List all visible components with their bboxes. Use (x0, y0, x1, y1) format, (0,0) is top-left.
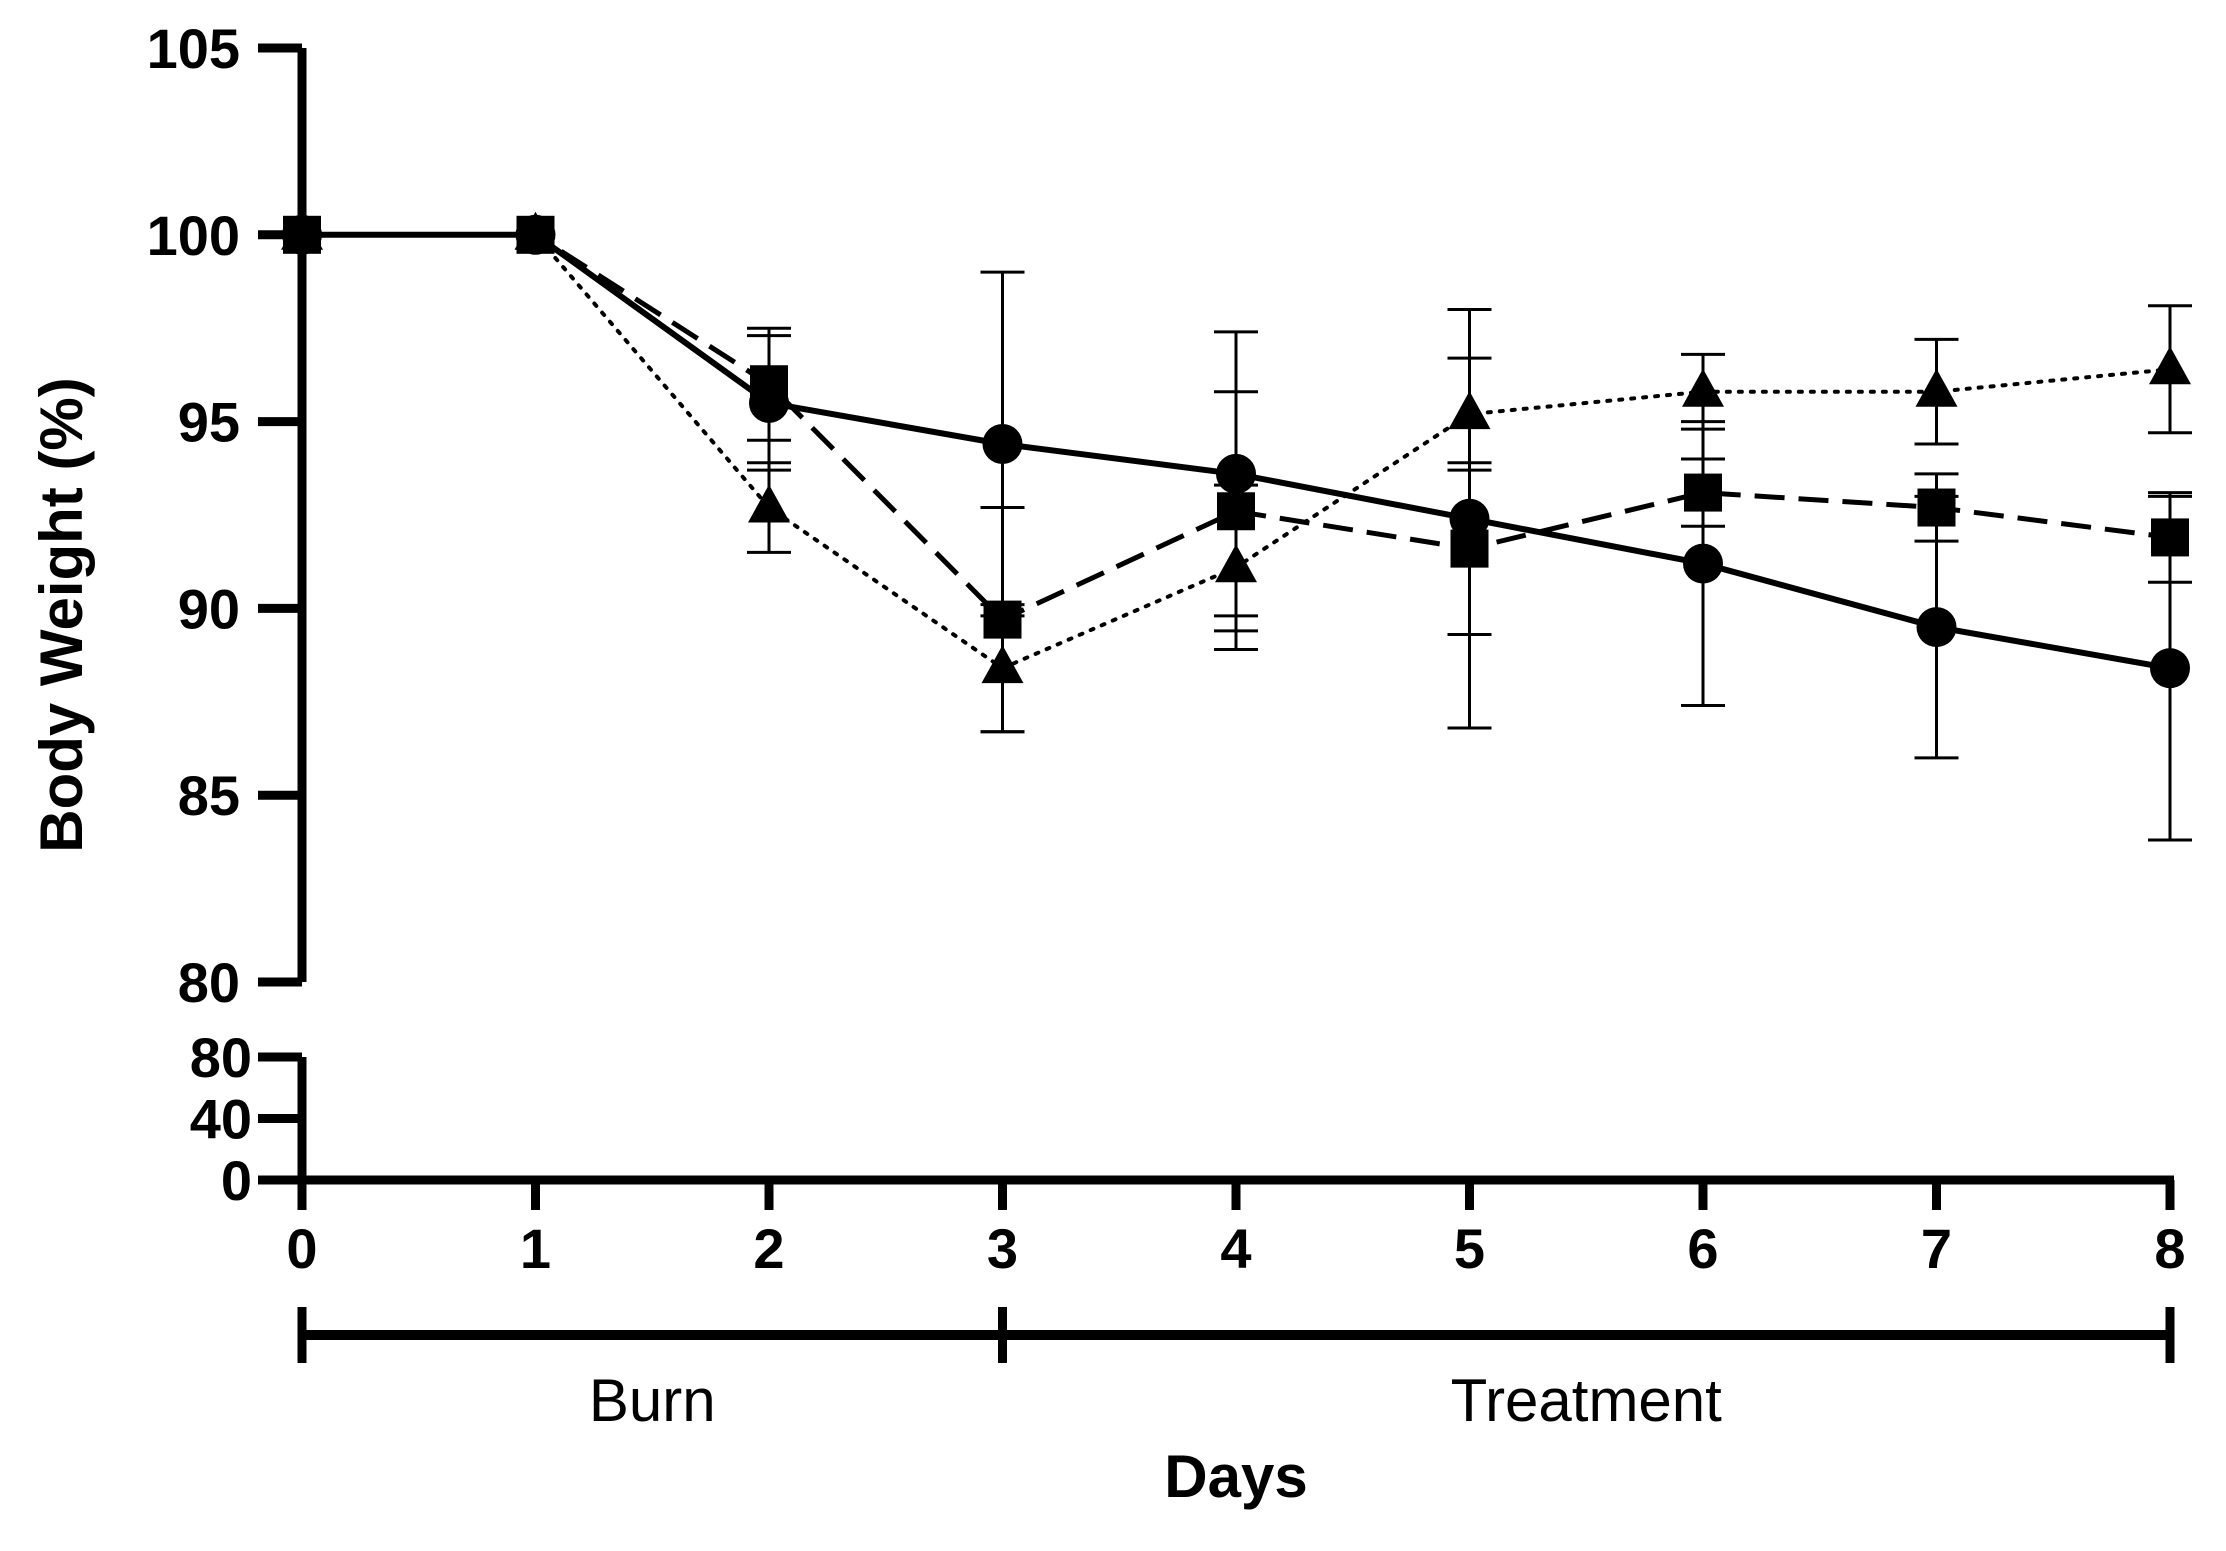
data-point-circle (982, 424, 1023, 465)
data-point-triangle (1215, 544, 1257, 583)
y-tick-label-upper: 95 (178, 391, 240, 454)
x-tick-label: 6 (1687, 1217, 1718, 1280)
y-tick-label-lower: 80 (190, 1026, 252, 1089)
data-point-triangle (1682, 368, 1724, 407)
x-tick-label: 7 (1921, 1217, 1952, 1280)
data-point-circle (1683, 543, 1723, 584)
series-square-dashed (283, 215, 2192, 734)
x-tick-label: 1 (520, 1217, 551, 1280)
x-tick-label: 2 (753, 1217, 784, 1280)
x-tick-label: 8 (2154, 1217, 2185, 1280)
data-point-triangle (281, 211, 323, 250)
data-point-square (1684, 473, 1722, 512)
phase-layer: Burn Treatment (297, 1307, 2175, 1434)
data-point-triangle (748, 484, 790, 523)
series-line-square-dashed (302, 232, 2171, 623)
x-tick-label: 5 (1454, 1217, 1485, 1280)
y-tick-label-upper: 85 (178, 764, 240, 827)
y-tick-label-upper: 90 (178, 577, 240, 640)
data-point-triangle (1448, 391, 1491, 430)
data-point-square (1450, 529, 1489, 568)
data-point-triangle (2149, 346, 2191, 385)
x-tick-label: 3 (987, 1217, 1018, 1280)
y-tick-label-upper: 105 (147, 17, 240, 80)
y-tick-label-lower: 0 (221, 1149, 252, 1212)
data-point-circle (1916, 607, 1957, 648)
phase-label-treatment: Treatment (1451, 1367, 1723, 1434)
data-point-triangle (1915, 368, 1958, 407)
data-point-square (750, 365, 788, 404)
y-axis-title: Body Weight (%) (28, 377, 95, 853)
phase-label-burn: Burn (589, 1367, 716, 1434)
y-tick-label-upper: 80 (178, 951, 240, 1014)
data-point-square (2151, 518, 2189, 557)
data-point-square (1917, 488, 1956, 527)
series-layer (281, 211, 2192, 842)
y-tick-label-lower: 40 (190, 1088, 252, 1151)
x-tick-label: 4 (1220, 1217, 1251, 1280)
data-point-triangle (514, 211, 557, 250)
y-tick-label-upper: 100 (147, 204, 240, 267)
data-point-triangle (981, 645, 1024, 684)
data-point-circle (2150, 648, 2190, 689)
series-triangle-dotted (281, 211, 2192, 734)
x-axis-title: Days (1164, 1443, 1307, 1510)
x-tick-label: 0 (286, 1217, 317, 1280)
